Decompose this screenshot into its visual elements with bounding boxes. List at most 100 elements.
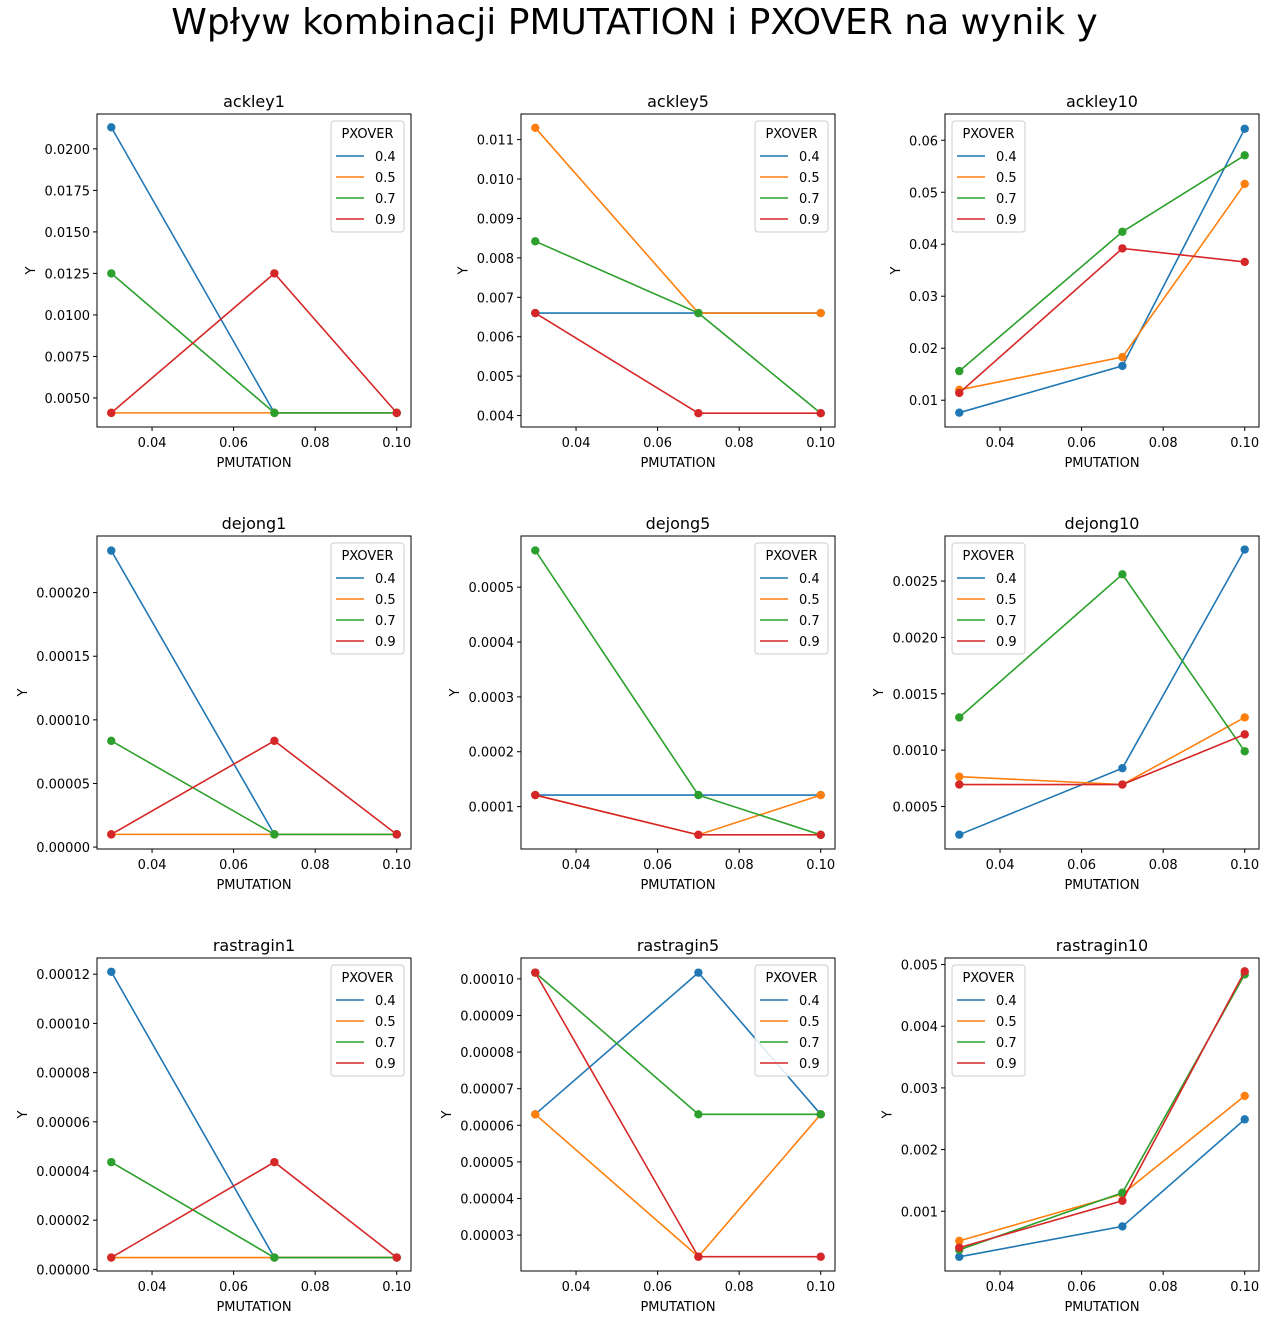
legend-title: PXOVER — [765, 549, 817, 564]
y-tick-label: 0.0020 — [893, 631, 939, 646]
y-tick-label: 0.004 — [901, 1020, 938, 1035]
y-tick-label: 0.00005 — [460, 1156, 514, 1171]
data-point-0.7 — [694, 308, 703, 318]
series-line-0.7 — [110, 1161, 397, 1259]
data-point-0.9 — [531, 308, 540, 318]
subplot-dejong1: dejong1 0.04 0.06 0.08 0.10 0.00000 0.00005 0.0… — [16, 514, 412, 893]
y-tick-label: 0.00009 — [460, 1009, 514, 1024]
y-tick-label: 0.0010 — [893, 744, 939, 759]
legend-label: 0.7 — [799, 192, 820, 207]
data-point-0.9 — [1118, 1196, 1127, 1205]
legend-label: 0.5 — [996, 593, 1017, 608]
data-point-0.7 — [955, 366, 964, 376]
subplot-title: rastragin5 — [637, 936, 719, 955]
y-tick-label: 0.003 — [901, 1082, 938, 1097]
y-tick-label: 0.0005 — [893, 801, 939, 816]
x-tick-label: 0.06 — [643, 1280, 672, 1295]
x-tick-label: 0.10 — [382, 436, 411, 451]
plot-frame — [96, 957, 412, 1272]
legend-title: PXOVER — [765, 127, 817, 142]
data-point-0.9 — [531, 790, 540, 800]
plot-frame — [96, 113, 412, 428]
y-tick-label: 0.00005 — [36, 777, 90, 792]
legend-title: PXOVER — [765, 971, 817, 986]
y-tick-label: 0.001 — [901, 1205, 938, 1220]
data-point-0.4 — [107, 123, 116, 132]
data-point-0.7 — [694, 790, 703, 800]
data-point-0.9 — [694, 1252, 703, 1261]
data-point-0.9 — [531, 968, 540, 977]
data-point-0.7 — [107, 1157, 116, 1167]
legend-label: 0.5 — [799, 171, 820, 186]
data-point-0.7 — [1240, 747, 1249, 756]
x-tick-label: 0.08 — [1149, 858, 1178, 873]
data-point-0.5 — [1240, 179, 1249, 189]
y-axis-label: Y — [16, 688, 31, 697]
plot-frame — [944, 113, 1260, 428]
y-tick-label: 0.0003 — [469, 691, 515, 706]
y-axis-label: Y — [440, 1110, 455, 1119]
legend-label: 0.4 — [799, 994, 820, 1009]
subplot-rastragin10: rastragin10 0.04 0.06 0.08 0.10 0.001 0.002 0.0… — [881, 936, 1260, 1315]
legend-label: 0.7 — [375, 614, 396, 629]
data-point-0.9 — [270, 269, 279, 278]
subplot-rastragin1: rastragin1 0.04 0.06 0.08 0.10 0.00000 0.00002… — [16, 936, 412, 1315]
data-point-0.5 — [816, 790, 825, 800]
legend: PXOVER 0.4 0.5 0.7 0.9 — [951, 542, 1026, 655]
series-line-0.7 — [110, 740, 397, 836]
legend-title: PXOVER — [341, 127, 393, 142]
plot-frame — [520, 957, 836, 1272]
legend-label: 0.5 — [375, 171, 396, 186]
data-point-0.5 — [955, 1236, 964, 1246]
x-tick-label: 0.08 — [725, 1280, 754, 1295]
x-tick-label: 0.06 — [1067, 436, 1096, 451]
x-tick-label: 0.06 — [219, 858, 248, 873]
subplot-dejong5: dejong5 0.04 0.06 0.08 0.10 0.0001 0.0002 0.000… — [448, 514, 836, 893]
x-tick-label: 0.04 — [138, 1280, 167, 1295]
legend: PXOVER 0.4 0.5 0.7 0.9 — [330, 542, 405, 655]
legend: PXOVER 0.4 0.5 0.7 0.9 — [330, 964, 405, 1077]
y-tick-label: 0.00008 — [460, 1046, 514, 1061]
legend-label: 0.4 — [375, 150, 396, 165]
series-line-0.9 — [110, 739, 398, 836]
plot-frame — [520, 113, 836, 428]
y-tick-label: 0.005 — [901, 959, 938, 974]
legend-title: PXOVER — [341, 549, 393, 564]
x-axis-label: PMUTATION — [1064, 1300, 1139, 1315]
y-tick-label: 0.00000 — [36, 841, 90, 856]
legend-box — [951, 964, 1026, 1077]
y-tick-label: 0.004 — [477, 410, 514, 425]
subplot-ackley1: ackley1 0.04 0.06 0.08 0.10 0.0050 0.0075 0.010… — [24, 92, 412, 471]
legend-label: 0.9 — [799, 1057, 820, 1072]
legend-label: 0.9 — [996, 213, 1017, 228]
x-tick-label: 0.10 — [1230, 858, 1259, 873]
legend-label: 0.5 — [799, 1015, 820, 1030]
subplot-title: ackley10 — [1066, 92, 1138, 111]
x-tick-label: 0.10 — [1230, 436, 1259, 451]
legend-title: PXOVER — [341, 971, 393, 986]
series-line-0.7 — [110, 272, 397, 414]
data-point-0.4 — [955, 1252, 964, 1261]
x-tick-label: 0.10 — [382, 858, 411, 873]
data-point-0.4 — [1118, 361, 1127, 371]
data-point-0.7 — [1118, 570, 1127, 579]
x-tick-label: 0.06 — [219, 436, 248, 451]
data-point-0.9 — [1240, 257, 1249, 267]
legend-title: PXOVER — [962, 549, 1014, 564]
y-tick-label: 0.01 — [909, 394, 938, 409]
x-tick-label: 0.04 — [138, 436, 167, 451]
y-tick-label: 0.00008 — [36, 1067, 90, 1082]
data-point-0.9 — [270, 736, 279, 746]
legend-label: 0.5 — [996, 171, 1017, 186]
plot-frame — [96, 535, 412, 850]
data-point-0.5 — [1118, 352, 1127, 362]
legend-label: 0.5 — [375, 1015, 396, 1030]
legend-label: 0.9 — [375, 635, 396, 650]
legend-label: 0.5 — [375, 593, 396, 608]
series-line-0.9 — [534, 312, 821, 415]
data-point-0.9 — [270, 1157, 279, 1167]
y-tick-label: 0.00000 — [36, 1263, 90, 1278]
x-tick-label: 0.06 — [1067, 1280, 1096, 1295]
y-tick-label: 0.00006 — [460, 1119, 514, 1134]
